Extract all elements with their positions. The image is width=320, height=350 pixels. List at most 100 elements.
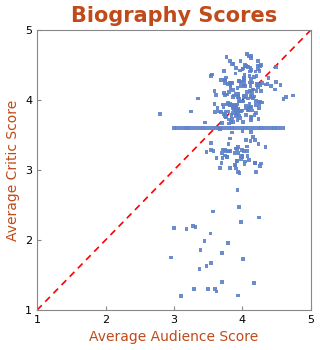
Point bbox=[283, 94, 288, 100]
Point bbox=[225, 109, 230, 114]
Point bbox=[230, 119, 236, 125]
Point bbox=[222, 113, 227, 119]
Point bbox=[230, 94, 236, 100]
Point bbox=[236, 150, 241, 156]
Point bbox=[223, 109, 228, 114]
Point bbox=[255, 63, 260, 69]
Point bbox=[257, 105, 262, 111]
Point bbox=[244, 148, 249, 154]
Point bbox=[262, 125, 267, 131]
Point bbox=[245, 144, 250, 149]
Point bbox=[228, 165, 233, 170]
Point bbox=[236, 293, 241, 298]
Point bbox=[230, 62, 235, 67]
Point bbox=[246, 108, 251, 113]
Point bbox=[247, 105, 252, 111]
Point bbox=[249, 93, 254, 98]
Point bbox=[222, 153, 228, 159]
Point bbox=[231, 87, 236, 92]
Point bbox=[238, 84, 243, 89]
Point bbox=[258, 63, 263, 69]
Point bbox=[226, 117, 231, 122]
Point bbox=[224, 54, 229, 60]
Point bbox=[213, 125, 219, 131]
Point bbox=[247, 79, 252, 85]
Point bbox=[240, 128, 245, 133]
Point bbox=[247, 101, 252, 107]
Point bbox=[265, 125, 270, 131]
Point bbox=[271, 125, 276, 131]
Point bbox=[204, 125, 209, 131]
Point bbox=[210, 125, 215, 131]
Point bbox=[215, 105, 220, 111]
Point bbox=[247, 157, 252, 162]
Point bbox=[214, 289, 219, 294]
Point bbox=[253, 161, 258, 166]
Point bbox=[254, 88, 259, 94]
Point bbox=[266, 75, 271, 81]
Point bbox=[189, 108, 194, 114]
Point bbox=[252, 160, 258, 166]
Point bbox=[220, 120, 225, 126]
Point bbox=[263, 144, 268, 149]
Point bbox=[241, 77, 246, 83]
Point bbox=[235, 112, 240, 118]
Point bbox=[217, 126, 222, 132]
Point bbox=[275, 125, 280, 131]
Point bbox=[239, 219, 244, 224]
Point bbox=[234, 102, 239, 107]
Point bbox=[239, 125, 244, 131]
Point bbox=[212, 286, 218, 292]
X-axis label: Average Audience Score: Average Audience Score bbox=[89, 330, 259, 344]
Point bbox=[250, 80, 255, 85]
Point bbox=[222, 77, 228, 83]
Point bbox=[222, 91, 227, 96]
Point bbox=[218, 126, 223, 131]
Point bbox=[253, 102, 259, 107]
Point bbox=[254, 83, 260, 88]
Point bbox=[248, 67, 253, 73]
Point bbox=[256, 116, 261, 122]
Point bbox=[202, 238, 207, 244]
Y-axis label: Average Critic Score: Average Critic Score bbox=[5, 99, 20, 240]
Point bbox=[233, 108, 238, 113]
Point bbox=[207, 125, 212, 131]
Point bbox=[242, 93, 247, 98]
Point bbox=[249, 125, 254, 131]
Point bbox=[236, 145, 241, 150]
Point bbox=[235, 112, 240, 118]
Point bbox=[233, 108, 238, 113]
Point bbox=[222, 77, 228, 83]
Point bbox=[259, 125, 264, 131]
Point bbox=[236, 113, 241, 118]
Point bbox=[247, 69, 252, 74]
Point bbox=[231, 103, 236, 108]
Point bbox=[221, 112, 226, 117]
Point bbox=[221, 104, 226, 110]
Point bbox=[239, 147, 244, 153]
Point bbox=[191, 286, 196, 292]
Point bbox=[241, 256, 246, 262]
Point bbox=[244, 112, 249, 118]
Point bbox=[228, 148, 233, 154]
Point bbox=[228, 85, 233, 91]
Point bbox=[225, 81, 230, 86]
Point bbox=[237, 99, 242, 104]
Point bbox=[197, 266, 202, 272]
Point bbox=[248, 93, 253, 99]
Point bbox=[243, 103, 248, 108]
Point bbox=[236, 125, 241, 131]
Point bbox=[229, 130, 235, 135]
Point bbox=[227, 80, 232, 85]
Point bbox=[233, 163, 238, 168]
Point bbox=[236, 169, 241, 175]
Point bbox=[224, 114, 229, 120]
Point bbox=[208, 231, 213, 236]
Point bbox=[228, 80, 234, 85]
Point bbox=[240, 153, 245, 159]
Point bbox=[252, 94, 257, 99]
Point bbox=[247, 73, 252, 79]
Point bbox=[240, 154, 245, 160]
Point bbox=[255, 125, 260, 131]
Point bbox=[224, 154, 229, 160]
